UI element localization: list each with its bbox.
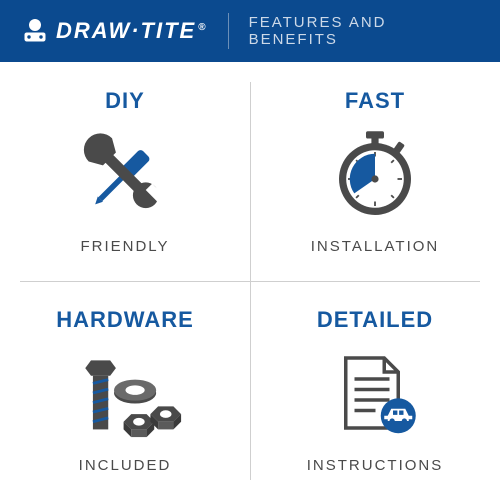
feature-title: DETAILED <box>317 307 433 333</box>
brand-right: TITE <box>141 18 197 43</box>
hitch-ball-icon <box>20 16 50 46</box>
brand-logo: DRAW·TITE® <box>20 16 208 46</box>
feature-detailed: DETAILED <box>250 281 500 500</box>
header-divider <box>228 13 229 49</box>
header-subtitle: FEATURES AND BENEFITS <box>249 14 480 48</box>
registered-mark: ® <box>198 22 207 33</box>
feature-diy: DIY FRIENDLY <box>0 62 250 281</box>
brand-left: DRAW <box>56 18 131 43</box>
feature-fast: FAST <box>250 62 500 281</box>
bolts-icon <box>65 343 185 443</box>
feature-subtitle: FRIENDLY <box>80 238 169 255</box>
feature-subtitle: INSTRUCTIONS <box>307 457 444 474</box>
feature-title: DIY <box>105 88 145 114</box>
feature-subtitle: INSTALLATION <box>311 238 439 255</box>
brand-dot: · <box>131 18 140 43</box>
feature-hardware: HARDWARE <box>0 281 250 500</box>
tools-icon <box>65 124 185 224</box>
brand-text: DRAW·TITE® <box>56 18 208 44</box>
stopwatch-icon <box>315 124 435 224</box>
feature-title: FAST <box>345 88 405 114</box>
header-bar: DRAW·TITE® FEATURES AND BENEFITS <box>0 0 500 62</box>
features-grid: DIY FRIENDLY FAST <box>0 62 500 500</box>
feature-subtitle: INCLUDED <box>79 457 172 474</box>
horizontal-divider <box>20 281 480 282</box>
document-icon <box>315 343 435 443</box>
feature-title: HARDWARE <box>56 307 194 333</box>
